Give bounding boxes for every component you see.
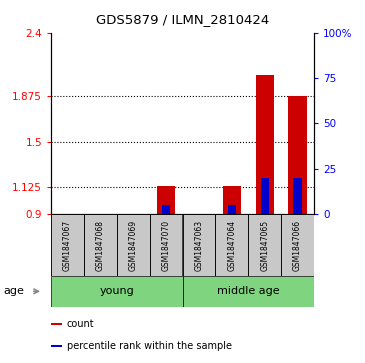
Bar	[261, 178, 269, 214]
Text: GSM1847068: GSM1847068	[96, 220, 105, 270]
Text: GSM1847064: GSM1847064	[227, 220, 236, 270]
Bar	[182, 276, 314, 307]
Text: GSM1847065: GSM1847065	[260, 220, 269, 270]
Bar	[228, 205, 236, 214]
Bar	[157, 186, 175, 214]
Text: count: count	[67, 319, 95, 329]
Bar	[117, 214, 150, 276]
Bar	[248, 214, 281, 276]
Bar	[162, 205, 170, 214]
Text: GSM1847063: GSM1847063	[195, 220, 203, 270]
Bar	[223, 186, 241, 214]
Text: percentile rank within the sample: percentile rank within the sample	[67, 341, 232, 351]
Text: GSM1847069: GSM1847069	[129, 220, 138, 270]
Text: age: age	[4, 286, 24, 296]
Text: GSM1847070: GSM1847070	[162, 220, 170, 270]
Bar	[255, 75, 274, 214]
Bar	[51, 276, 182, 307]
Bar	[215, 214, 248, 276]
Text: GSM1847067: GSM1847067	[63, 220, 72, 270]
Bar	[281, 214, 314, 276]
Text: GSM1847066: GSM1847066	[293, 220, 302, 270]
Text: young: young	[99, 286, 134, 296]
Text: GDS5879 / ILMN_2810424: GDS5879 / ILMN_2810424	[96, 13, 269, 26]
Bar	[288, 96, 307, 214]
Bar	[51, 344, 62, 347]
Bar	[84, 214, 117, 276]
Bar	[182, 214, 215, 276]
Bar	[150, 214, 182, 276]
Bar	[51, 214, 84, 276]
Text: middle age: middle age	[217, 286, 280, 296]
Bar	[51, 323, 62, 325]
Bar	[293, 178, 301, 214]
